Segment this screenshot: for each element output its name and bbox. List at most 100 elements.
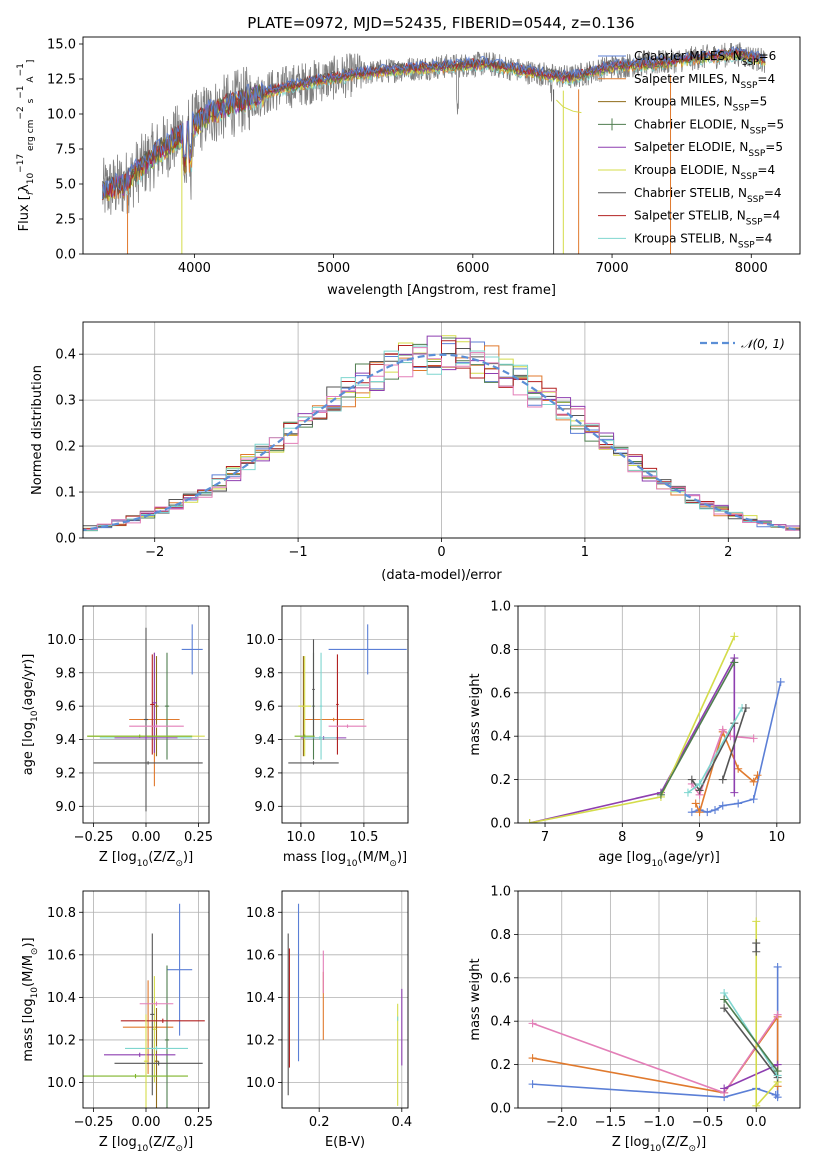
plot-area (83, 37, 800, 254)
y-tick-label: 9.0 (55, 800, 76, 815)
x-tick-label: 10.5 (349, 830, 378, 845)
model-spectrum (556, 99, 582, 114)
y-tick-label: 0.4 (55, 348, 76, 363)
data-point-marker (711, 805, 720, 814)
data-point-marker (752, 917, 761, 926)
y-tick-label: 0.0 (490, 817, 511, 832)
y-tick-label: 0.4 (490, 1015, 511, 1030)
y-tick-label: 7.5 (55, 143, 76, 158)
x-axis-label: (data-model)/error (381, 568, 502, 583)
data-point-marker (752, 939, 761, 948)
y-tick-label: 9.4 (254, 733, 275, 748)
y-tick-label: 0.6 (490, 686, 511, 701)
x-tick-label: −1.5 (595, 1115, 627, 1130)
y-tick-label: 0.2 (490, 773, 511, 788)
data-point-marker (683, 788, 692, 797)
y-tick-label: 1.0 (490, 885, 511, 900)
x-tick-label: 0.0 (746, 1115, 767, 1130)
y-tick-label: 10.2 (47, 1033, 76, 1048)
axes-frame (82, 36, 801, 255)
y-tick-label: 0.3 (55, 394, 76, 409)
x-axis-label: E(B-V) (325, 1135, 365, 1150)
x-tick-label: 7 (541, 830, 549, 845)
axes-frame (517, 605, 801, 824)
data-point-marker (528, 1080, 537, 1089)
data-point-marker (703, 808, 712, 817)
y-tick-label: 10.4 (47, 991, 76, 1006)
y-axis-label: mass weight (468, 673, 483, 755)
x-tick-label: −1.0 (643, 1115, 675, 1130)
mass-weight-line (723, 999, 779, 1072)
x-tick-label: 0.00 (132, 1115, 161, 1130)
x-tick-label: 5000 (317, 261, 350, 276)
y-tick-label: 9.6 (55, 700, 76, 715)
y-axis-label: Flux [fλ10−17 erg cm−2 s−1 A−1] (16, 60, 36, 232)
data-point-marker (776, 677, 785, 686)
y-tick-label: 15.0 (47, 38, 76, 53)
data-point-marker (752, 1101, 761, 1108)
y-tick-label: 9.8 (55, 666, 76, 681)
x-tick-label: −0.5 (692, 1115, 724, 1130)
x-tick-label: 4000 (178, 261, 211, 276)
y-tick-label: 9.8 (254, 666, 275, 681)
x-axis-label: age [log10(age/yr)] (598, 850, 720, 869)
mass-weight-line (721, 707, 747, 780)
spectrum-title: PLATE=0972, MJD=52435, FIBERID=0544, z=0… (247, 14, 634, 32)
y-tick-label: 10.0 (47, 1076, 76, 1091)
y-tick-label: 9.4 (55, 733, 76, 748)
x-tick-label: −2 (145, 545, 164, 560)
legend-entry: Salpeter ELODIE, NSSP=5 (634, 140, 783, 159)
data-point-marker (730, 632, 739, 641)
x-tick-label: 8 (618, 830, 626, 845)
y-tick-label: 10.0 (47, 108, 76, 123)
axes-frame (82, 890, 210, 1109)
plot-area (518, 606, 800, 823)
y-tick-label: 10.4 (246, 991, 275, 1006)
data-point-marker (773, 1093, 782, 1102)
y-axis-label: Normed distribution (30, 365, 45, 495)
legend-entry: Kroupa STELIB, NSSP=4 (634, 231, 772, 250)
spectrum-panel: 4000 5000 6000 7000 8000 0.0 2.5 5.0 7.5 10.0 12.5… (16, 36, 801, 298)
data-point-marker (718, 801, 727, 810)
data-point-marker (718, 725, 727, 734)
data-point-marker (720, 1084, 729, 1093)
axes-frame (82, 605, 210, 824)
plot-content (87, 624, 205, 812)
legend-entry: Kroupa ELODIE, NSSP=4 (634, 163, 775, 182)
x-axis-label: Z [log10(Z/Z⊙)] (612, 1135, 706, 1154)
data-point-marker (749, 734, 758, 743)
data-point-marker (656, 790, 665, 799)
y-tick-label: 10.6 (246, 948, 275, 963)
y-tick-label: 10.6 (47, 948, 76, 963)
legend-entry: Salpeter STELIB, NSSP=4 (634, 209, 780, 228)
data-point-marker (525, 819, 534, 823)
data-point-marker (720, 1004, 729, 1013)
y-tick-label: 1.0 (490, 600, 511, 615)
axes-frame (281, 890, 409, 1109)
x-tick-label: 2 (724, 545, 732, 560)
x-tick-label: −1 (289, 545, 308, 560)
x-axis-label: wavelength [Angstrom, rest frame] (327, 283, 556, 298)
y-tick-label: 0.6 (490, 971, 511, 986)
data-point-marker (773, 962, 782, 971)
plot-content (288, 624, 407, 765)
x-axis-label: Z [log10(Z/Z⊙)] (99, 850, 193, 869)
legend-entry: Chabrier MILES, NSSP=6 (634, 49, 776, 68)
x-tick-label: 0 (437, 545, 445, 560)
data-point-marker (528, 1054, 537, 1063)
y-tick-label: 10.8 (47, 906, 76, 921)
data-point-marker (773, 1067, 782, 1076)
data-point-marker (730, 658, 739, 667)
data-point-marker (773, 1010, 782, 1019)
y-axis-label: mass weight (468, 958, 483, 1040)
y-tick-label: 0.0 (490, 1102, 511, 1117)
y-tick-label: 5.0 (55, 178, 76, 193)
y-tick-label: 2.5 (55, 213, 76, 228)
y-tick-label: 0.4 (490, 730, 511, 745)
y-tick-label: 9.0 (254, 800, 275, 815)
mass-weight-line (660, 662, 736, 796)
x-tick-label: 0.4 (391, 1115, 412, 1130)
data-point-marker (734, 764, 743, 773)
y-tick-label: 10.2 (246, 1033, 275, 1048)
legend-entry: Kroupa MILES, NSSP=5 (634, 95, 767, 114)
